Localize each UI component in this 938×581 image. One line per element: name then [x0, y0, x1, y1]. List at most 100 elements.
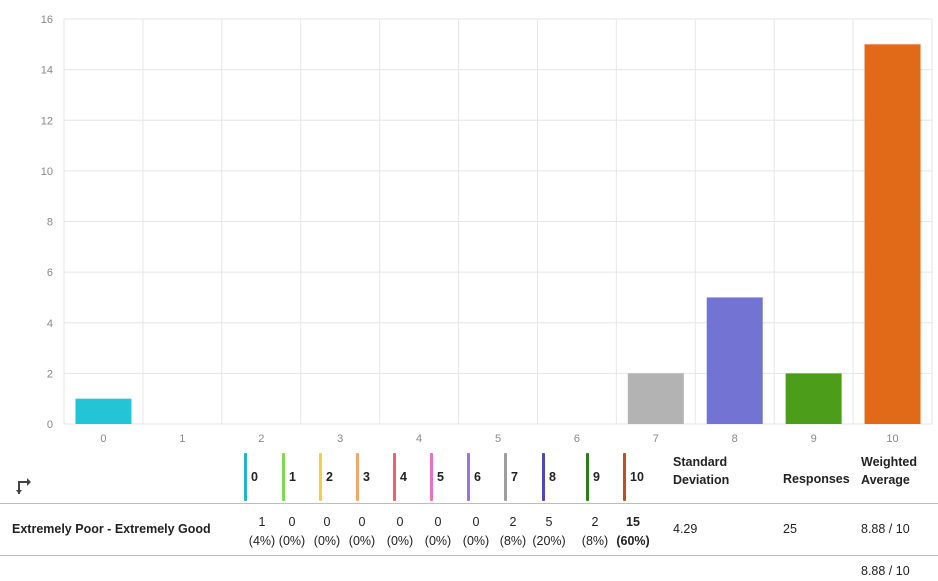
- weighted-average-header-line1: Weighted: [861, 455, 918, 469]
- cell-count: 5: [545, 515, 553, 529]
- legend-color-bar: [467, 453, 470, 501]
- row-divider: [0, 555, 938, 556]
- table-cell-6: 0 (0%): [456, 513, 496, 551]
- bar-7: [627, 373, 684, 424]
- std-dev-header-line2: Deviation: [673, 473, 730, 487]
- cell-count: 0: [434, 515, 442, 529]
- table-cell-0: 1 (4%): [242, 513, 282, 551]
- cell-percent: (4%): [248, 534, 276, 548]
- chart-grid: [63, 18, 933, 425]
- cell-percent: (20%): [532, 534, 566, 548]
- legend-color-bar: [430, 453, 433, 501]
- legend-color-bar: [244, 453, 247, 501]
- cell-percent: (0%): [424, 534, 452, 548]
- legend-label: 10: [630, 470, 644, 484]
- legend-label: 9: [593, 470, 600, 484]
- y-tick-label: 16: [41, 14, 53, 26]
- cell-percent: (8%): [499, 534, 527, 548]
- y-tick-label: 0: [47, 419, 53, 431]
- cell-count: 2: [509, 515, 517, 529]
- y-tick-label: 12: [41, 115, 53, 127]
- legend-label: 3: [363, 470, 370, 484]
- legend-label: 4: [400, 470, 407, 484]
- x-tick-label: 3: [337, 433, 343, 445]
- weighted-average-header[interactable]: Weighted Average: [861, 455, 917, 487]
- x-tick-label: 8: [732, 433, 738, 445]
- bar-9: [785, 373, 842, 424]
- legend-color-bar: [282, 453, 285, 501]
- swap-axes-icon[interactable]: [14, 474, 36, 496]
- table-cell-1: 0 (0%): [272, 513, 312, 551]
- cell-count: 0: [396, 515, 404, 529]
- std-dev-header-line1: Standard: [673, 455, 728, 469]
- x-tick-label: 2: [258, 433, 264, 445]
- legend-label: 7: [511, 470, 518, 484]
- legend-label: 0: [251, 470, 258, 484]
- cell-percent: (0%): [313, 534, 341, 548]
- legend-color-bar: [542, 453, 545, 501]
- legend-label: 8: [549, 470, 556, 484]
- cell-percent: (0%): [348, 534, 376, 548]
- x-tick-label: 10: [886, 433, 898, 445]
- x-tick-label: 1: [179, 433, 185, 445]
- weighted-average-value: 8.88 / 10: [861, 522, 910, 536]
- table-cell-9: 2 (8%): [575, 513, 615, 551]
- cell-count: 0: [472, 515, 480, 529]
- legend-color-bar: [393, 453, 396, 501]
- legend-color-bar: [356, 453, 359, 501]
- table-cell-3: 0 (0%): [342, 513, 382, 551]
- bar-8: [706, 297, 763, 424]
- std-dev-header[interactable]: Standard Deviation: [673, 455, 729, 487]
- header-divider: [0, 503, 938, 504]
- table-cell-4: 0 (0%): [380, 513, 420, 551]
- cell-count: 0: [288, 515, 296, 529]
- legend-label: 5: [437, 470, 444, 484]
- table-cell-8: 5 (20%): [529, 513, 569, 551]
- legend-color-bar: [319, 453, 322, 501]
- weighted-average-header-line2: Average: [861, 473, 910, 487]
- x-tick-label: 4: [416, 433, 422, 445]
- row-label: Extremely Poor - Extremely Good: [12, 522, 211, 536]
- y-tick-label: 8: [47, 217, 53, 229]
- x-tick-label: 6: [574, 433, 580, 445]
- legend-label: 1: [289, 470, 296, 484]
- table-cell-10: 15 (60%): [613, 513, 653, 551]
- legend-color-bar: [623, 453, 626, 501]
- bar-series: [75, 44, 921, 424]
- cell-count: 2: [591, 515, 599, 529]
- bar-0: [75, 398, 132, 424]
- cell-percent: (60%): [616, 534, 650, 548]
- x-tick-label: 5: [495, 433, 501, 445]
- cell-count: 1: [258, 515, 266, 529]
- legend-color-bar: [586, 453, 589, 501]
- y-axis: 0 2 4 6 8 10 12 14 16: [41, 14, 53, 431]
- x-tick-label: 0: [100, 433, 106, 445]
- y-tick-label: 10: [41, 166, 53, 178]
- cell-percent: (0%): [462, 534, 490, 548]
- responses-value: 25: [783, 522, 797, 536]
- legend-color-bar: [504, 453, 507, 501]
- y-tick-label: 4: [47, 318, 53, 330]
- table-cell-5: 0 (0%): [418, 513, 458, 551]
- legend-label: 6: [474, 470, 481, 484]
- cell-percent: (0%): [278, 534, 306, 548]
- x-axis: 0 1 2 3 4 5 6 7 8 9 10: [100, 433, 898, 445]
- x-tick-label: 9: [811, 433, 817, 445]
- responses-header[interactable]: Responses: [783, 472, 850, 486]
- bar-10: [864, 44, 921, 424]
- y-tick-label: 14: [41, 65, 53, 77]
- cell-percent: (8%): [581, 534, 609, 548]
- legend-label: 2: [326, 470, 333, 484]
- cell-count: 0: [358, 515, 366, 529]
- y-tick-label: 6: [47, 267, 53, 279]
- cell-percent: (0%): [386, 534, 414, 548]
- std-dev-value: 4.29: [673, 522, 698, 536]
- table-cell-2: 0 (0%): [307, 513, 347, 551]
- footer-weighted-average: 8.88 / 10: [861, 564, 910, 578]
- cell-count: 15: [626, 515, 640, 529]
- y-tick-label: 2: [47, 368, 53, 380]
- cell-count: 0: [323, 515, 331, 529]
- x-tick-label: 7: [653, 433, 659, 445]
- table-cell-7: 2 (8%): [493, 513, 533, 551]
